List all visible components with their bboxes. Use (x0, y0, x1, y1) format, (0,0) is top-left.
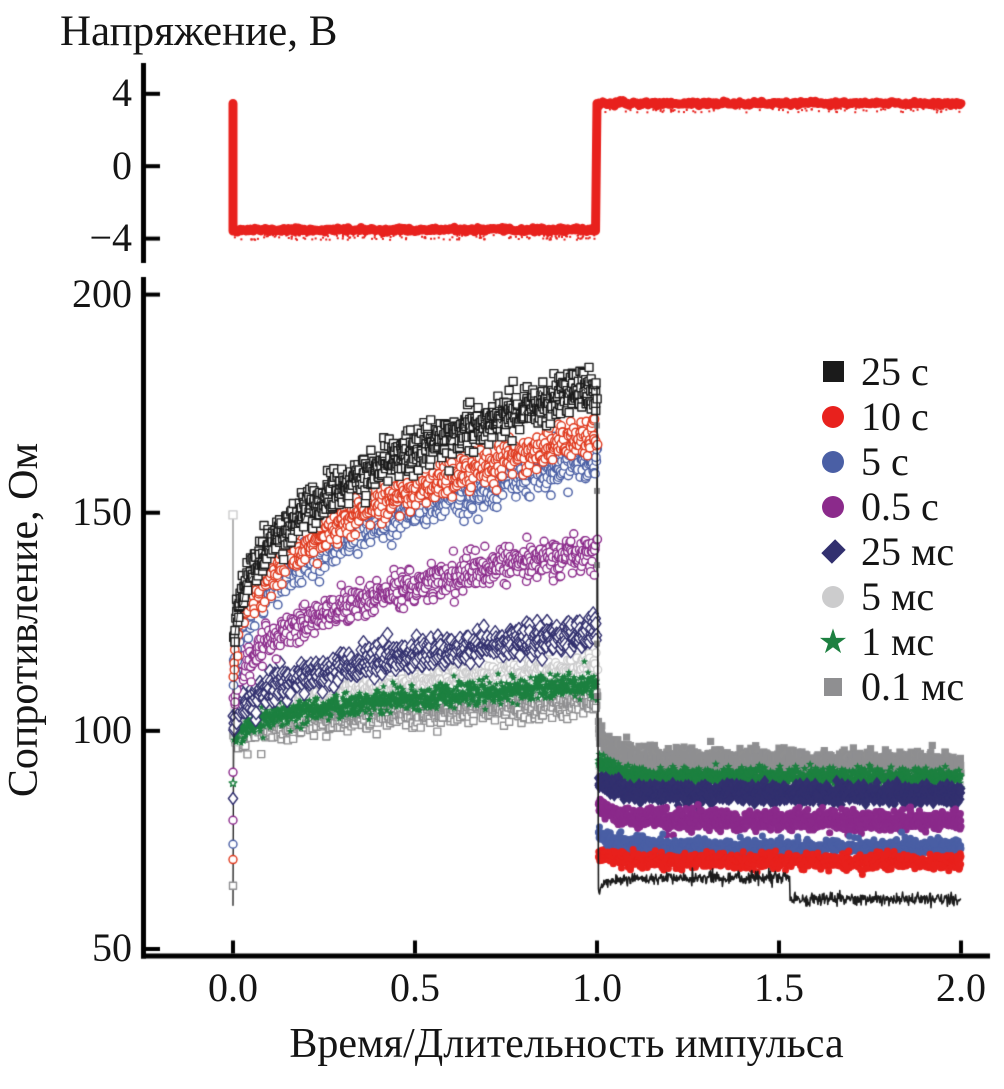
legend-marker-circle-icon (816, 450, 850, 473)
legend-marker-circle-icon (816, 405, 850, 428)
legend-item: 10 с (816, 394, 964, 439)
resistance-ytick-100: 100 (72, 707, 132, 752)
legend-marker-square-icon (816, 361, 850, 382)
time-xtick-0-0: 0.0 (208, 965, 258, 1010)
legend-item: ★ 1 мс (816, 619, 964, 664)
legend-item-label: 0.5 с (861, 483, 939, 529)
x-axis-label: Время/Длительность импульса (289, 1021, 844, 1067)
legend-marker-square-small-icon (816, 677, 850, 696)
resistance-ytick-150: 150 (72, 489, 132, 534)
resistance-ytick-50: 50 (92, 925, 132, 970)
legend-marker-circle-icon (816, 585, 850, 608)
time-xtick-2-0: 2.0 (936, 965, 986, 1010)
legend-item-label: 5 с (861, 438, 909, 484)
top-chart-title: Напряжение, В (60, 8, 338, 55)
legend-item: 0.1 мс (816, 664, 964, 709)
time-xtick-1-0: 1.0 (572, 965, 622, 1010)
legend-item: 25 с (816, 349, 964, 394)
legend-item-label: 10 с (861, 393, 929, 439)
legend-item-label: 25 с (861, 348, 929, 394)
legend-marker-circle-icon (816, 495, 850, 518)
legend-item: 25 мс (816, 529, 964, 574)
legend-item: 5 мс (816, 574, 964, 619)
y-axis-label: Сопротивление, Ом (1, 442, 47, 798)
voltage-ytick-0: 0 (112, 143, 132, 188)
legend-marker-diamond-icon (816, 539, 850, 564)
legend-item-label: 5 мс (861, 573, 935, 619)
resistance-ytick-200: 200 (72, 271, 132, 316)
voltage-ytick-neg4: −4 (89, 215, 132, 260)
legend-marker-star-icon: ★ (817, 621, 849, 662)
legend-item-label: 1 мс (861, 618, 935, 664)
voltage-ytick-4: 4 (112, 70, 132, 115)
time-xtick-0-5: 0.5 (390, 965, 440, 1010)
legend-item: 0.5 с (816, 484, 964, 529)
legend-item-label: 0.1 мс (861, 663, 965, 709)
time-xtick-1-5: 1.5 (754, 965, 804, 1010)
legend-item-label: 25 мс (861, 528, 955, 574)
legend-item: 5 с (816, 439, 964, 484)
